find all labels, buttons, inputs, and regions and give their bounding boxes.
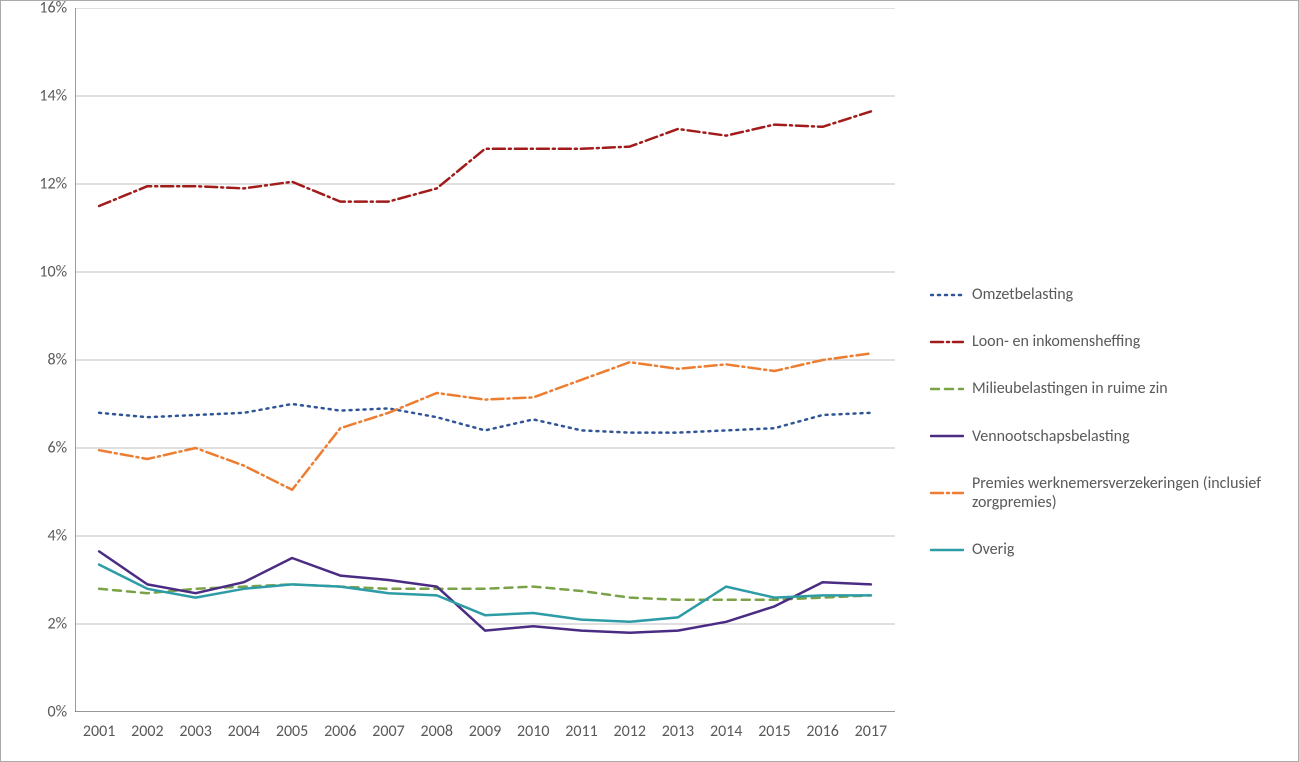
legend-label: Milieubelastingen in ruime zin (972, 379, 1168, 398)
y-tick-label: 2% (17, 615, 67, 634)
x-tick-label: 2009 (469, 722, 501, 741)
legend-swatch (930, 380, 964, 398)
legend-swatch (930, 427, 964, 445)
legend-item: Milieubelastingen in ruime zin (930, 379, 1270, 398)
y-tick-label: 8% (17, 351, 67, 370)
x-tick-label: 2017 (855, 722, 887, 741)
x-tick-label: 2012 (613, 722, 645, 741)
legend: Omzetbelasting Loon- en inkomensheffing Mi… (930, 285, 1270, 587)
x-tick-label: 2004 (228, 722, 260, 741)
legend-item: Omzetbelasting (930, 285, 1270, 304)
legend-label: Overig (972, 540, 1014, 559)
x-tick-label: 2013 (662, 722, 694, 741)
y-tick-label: 4% (17, 527, 67, 546)
y-tick-label: 10% (17, 263, 67, 282)
series-line (99, 404, 871, 433)
y-tick-label: 0% (17, 703, 67, 722)
y-tick-label: 12% (17, 175, 67, 194)
series-line (99, 353, 871, 489)
legend-swatch (930, 286, 964, 304)
x-tick-label: 2006 (324, 722, 356, 741)
legend-swatch (930, 333, 964, 351)
legend-swatch (930, 484, 964, 502)
legend-item: Loon- en inkomensheffing (930, 332, 1270, 351)
legend-label: Loon- en inkomensheffing (972, 332, 1140, 351)
legend-swatch (930, 541, 964, 559)
x-tick-label: 2015 (758, 722, 790, 741)
y-tick-label: 16% (17, 0, 67, 18)
x-tick-label: 2010 (517, 722, 549, 741)
y-tick-label: 6% (17, 439, 67, 458)
y-tick-label: 14% (17, 87, 67, 106)
x-tick-label: 2001 (83, 722, 115, 741)
x-tick-label: 2005 (276, 722, 308, 741)
legend-label: Omzetbelasting (972, 285, 1073, 304)
plot-area (75, 8, 895, 712)
legend-label: Vennootschapsbelasting (972, 427, 1130, 446)
x-tick-label: 2014 (710, 722, 742, 741)
x-tick-label: 2011 (565, 722, 597, 741)
x-tick-label: 2002 (131, 722, 163, 741)
line-chart: 0% 2% 4% 6% 8% 10% 12% 14% 16% 2001 2002 2003 2004 2… (0, 0, 1299, 762)
legend-item: Overig (930, 540, 1270, 559)
x-tick-label: 2003 (179, 722, 211, 741)
legend-item: Premies werknemersverzekeringen (inclusi… (930, 474, 1270, 512)
series-line (99, 111, 871, 206)
legend-label: Premies werknemersverzekeringen (inclusi… (972, 474, 1270, 512)
x-tick-label: 2007 (372, 722, 404, 741)
x-tick-label: 2016 (806, 722, 838, 741)
x-tick-label: 2008 (421, 722, 453, 741)
legend-item: Vennootschapsbelasting (930, 427, 1270, 446)
